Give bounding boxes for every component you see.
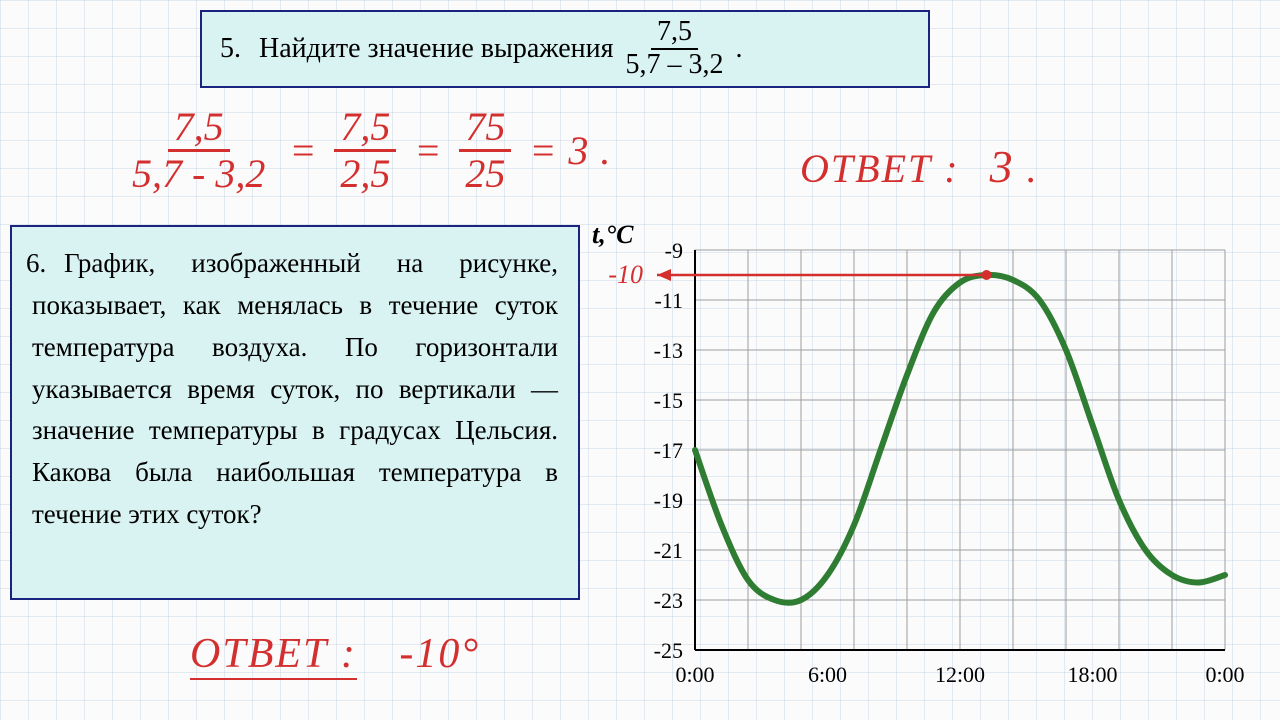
problem-5-text: Найдите значение выражения	[259, 33, 614, 65]
problem-5-number: 5.	[220, 33, 241, 65]
svg-text:0:00: 0:00	[1205, 662, 1244, 687]
svg-text:-17: -17	[654, 438, 683, 463]
handwriting-solution-5: 7,5 5,7 - 3,2 = 7,5 2,5 = 75 25 = 3 .	[120, 105, 610, 196]
problem-5-box: 5. Найдите значение выражения 7,5 5,7 – …	[200, 10, 930, 88]
svg-text:-11: -11	[654, 288, 683, 313]
handwriting-answer-5: ОТВЕТ : 3 .	[800, 140, 1039, 193]
svg-text:-25: -25	[654, 638, 683, 663]
svg-text:-10: -10	[608, 260, 643, 289]
temperature-chart: t,°C -9-11-13-15-17-19-21-23-250:006:001…	[590, 220, 1270, 710]
fraction-denom: 5,7 – 3,2	[620, 50, 730, 81]
svg-text:-23: -23	[654, 588, 683, 613]
svg-text:6:00: 6:00	[808, 662, 847, 687]
svg-text:-15: -15	[654, 388, 683, 413]
svg-text:0:00: 0:00	[675, 662, 714, 687]
hw5-frac1: 7,5 5,7 - 3,2	[126, 105, 271, 196]
svg-text:-13: -13	[654, 338, 683, 363]
problem-6-number: 6.	[26, 243, 46, 285]
svg-text:-9: -9	[665, 238, 683, 263]
svg-text:-21: -21	[654, 538, 683, 563]
hw5-frac3: 75 25	[459, 105, 511, 196]
problem-6-box: 6. График, изображенный на рисунке, пока…	[10, 225, 580, 600]
problem-6-text: График, изображенный на рисунке, показыв…	[32, 243, 558, 536]
problem-5-fraction: 7,5 5,7 – 3,2	[620, 17, 730, 81]
svg-text:12:00: 12:00	[935, 662, 985, 687]
svg-text:18:00: 18:00	[1067, 662, 1117, 687]
handwriting-answer-6: ОТВЕТ : -10°	[190, 630, 480, 678]
chart-svg: -9-11-13-15-17-19-21-23-250:006:0012:001…	[590, 220, 1270, 710]
fraction-numer: 7,5	[651, 17, 698, 50]
hw5-result: 3	[568, 127, 588, 174]
hw5-frac2: 7,5 2,5	[334, 105, 396, 196]
svg-text:-19: -19	[654, 488, 683, 513]
problem-5-period: .	[736, 33, 743, 65]
